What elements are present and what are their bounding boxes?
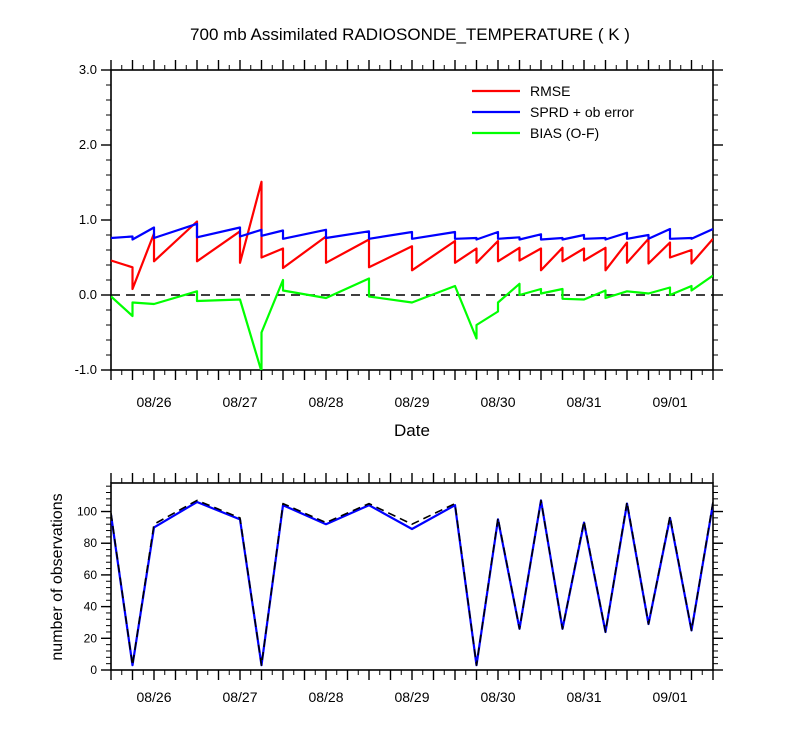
bottom-x-tick-label: 09/01 (652, 689, 687, 705)
top-y-tick-label: 1.0 (79, 212, 97, 227)
bottom-x-tick-label: 08/29 (394, 689, 429, 705)
top-x-tick-label: 09/01 (652, 394, 687, 410)
top-x-tick-label: 08/27 (222, 394, 257, 410)
top-x-tick-label: 08/31 (566, 394, 601, 410)
bottom-y-tick-label: 80 (84, 536, 98, 550)
legend-label: SPRD + ob error (530, 104, 634, 120)
bottom-series-available (111, 499, 713, 666)
legend-label: RMSE (530, 83, 570, 99)
top-chart: -1.0 0.0 1.0 2.0 3.0 08/26 08/27 08/28 08/29 08/3… (75, 60, 723, 410)
bottom-y-tick-label: 40 (84, 600, 98, 614)
top-y-tick-label: -1.0 (75, 362, 97, 377)
bottom-y-tick-label: 60 (84, 568, 98, 582)
top-series-bias-o-f (111, 274, 713, 370)
top-x-tick-label: 08/26 (136, 394, 171, 410)
legend-label: BIAS (O-F) (530, 125, 599, 141)
top-y-tick-label: 0.0 (79, 287, 97, 302)
bottom-y-tick-label: 0 (90, 663, 97, 677)
bottom-x-tick-label: 08/26 (136, 689, 171, 705)
bottom-x-tick-label: 08/28 (308, 689, 343, 705)
top-x-tick-label: 08/30 (480, 394, 515, 410)
bottom-x-tick-label: 08/27 (222, 689, 257, 705)
bottom-chart: 0 20 40 60 80 100 08/26 08/27 08/28 08/29 08/30 08/… (77, 473, 723, 705)
bottom-plot-frame (110, 482, 714, 671)
top-x-tick-label: 08/29 (394, 394, 429, 410)
top-x-tick-label: 08/28 (308, 394, 343, 410)
bottom-series-assimilated (111, 499, 713, 667)
top-chart-title: 700 mb Assimilated RADIOSONDE_TEMPERATUR… (190, 25, 630, 44)
bottom-y-tick-label: 20 (84, 631, 98, 645)
top-chart-x-label: Date (394, 421, 430, 440)
top-series-sprd-ob-error (111, 222, 713, 241)
bottom-x-tick-label: 08/30 (480, 689, 515, 705)
bottom-x-tick-label: 08/31 (566, 689, 601, 705)
bottom-chart-y-label: number of observations (49, 493, 66, 660)
bottom-y-tick-label: 100 (77, 505, 97, 519)
top-y-tick-label: 2.0 (79, 137, 97, 152)
top-y-tick-label: 3.0 (79, 62, 97, 77)
